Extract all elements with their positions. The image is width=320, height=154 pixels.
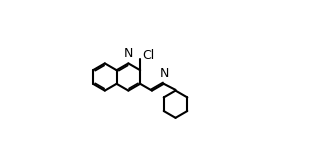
Text: N: N — [124, 47, 133, 60]
Text: Cl: Cl — [142, 49, 154, 63]
Text: N: N — [160, 67, 169, 81]
